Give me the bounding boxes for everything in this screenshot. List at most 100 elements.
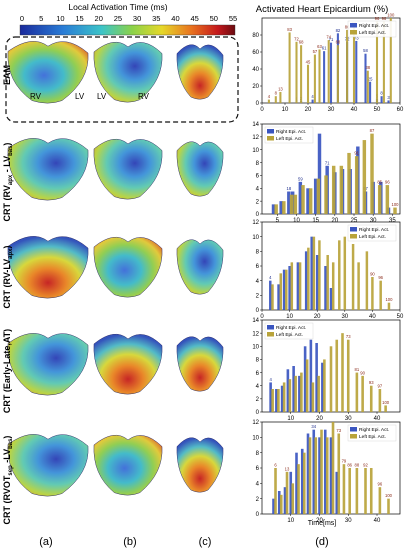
bar-left-epi (301, 185, 305, 214)
y-tick-label: 2 (256, 294, 260, 300)
panel-label-a: (a) (39, 536, 52, 548)
colorbar-tick-label: 20 (95, 14, 103, 23)
bar-right-epi (364, 53, 367, 103)
colorbar-tick-labels: 0 5 10 15 20 25 30 35 40 45 50 55 (20, 14, 237, 23)
chart-2: 0246810121451015202530351859716791878596… (252, 122, 401, 224)
bar-left-epi (354, 156, 359, 214)
legend-swatch (350, 30, 357, 35)
row-label: CRT (RV-LVapx) (2, 245, 14, 308)
bar-value-label: 82 (336, 28, 341, 33)
bar-left-epi (274, 204, 278, 214)
bar-right-epi (306, 188, 310, 214)
legend-box (347, 20, 397, 38)
bar-left-epi (279, 494, 283, 514)
y-tick-label: 4 (256, 186, 260, 192)
bar-left-epi (347, 152, 351, 214)
bar-left-epi (336, 45, 339, 103)
colorbar-tick-label: 55 (229, 14, 237, 23)
bar-left-epi (318, 240, 321, 310)
colorbar-tick-label: 10 (56, 14, 64, 23)
colorbar-tick-label: 30 (133, 14, 141, 23)
heart-surface (176, 141, 224, 197)
bar-left-epi (293, 194, 298, 214)
x-tick-label: 25 (351, 218, 358, 224)
x-tick-label: 20 (316, 518, 323, 524)
legend-box (347, 224, 397, 242)
bar-value-label: 13 (285, 466, 290, 471)
bar-left-epi (314, 437, 318, 514)
row-label-part: apx (8, 174, 14, 185)
row-label: CRT (RVapx - LVbas) (2, 143, 14, 222)
heart-surface (176, 336, 224, 392)
eam-view-labels: RV LV LV RV (30, 92, 150, 101)
panel-label-b: (b) (123, 536, 136, 548)
row-label: CRT (Early-Late,AT) (2, 329, 12, 413)
colorbar-gradient (19, 24, 236, 36)
x-axis-label: Time[ms] (308, 520, 337, 527)
bar-left-epi (375, 21, 379, 103)
legend-label: Right Epi. Act. (276, 325, 306, 331)
heart-surface (7, 333, 89, 396)
bar-left-epi (302, 452, 306, 514)
row-label-part: EAM (2, 65, 12, 85)
heart-surface (93, 41, 163, 103)
bar-value-label: 100 (387, 13, 395, 18)
row-label-part: CRT (RVOT (2, 475, 12, 524)
bar-charts: 0204060800102030405060124617182727358255… (252, 13, 404, 525)
row-label-part: -LV (2, 449, 12, 465)
bar-right-epi (292, 366, 295, 412)
x-tick-label: 30 (345, 416, 352, 422)
bar-left-epi (385, 185, 390, 214)
bar-value-label: 91 (354, 151, 359, 156)
colorbar-tick-label: 5 (39, 14, 43, 23)
chart-1: 0204060800102030405060124617182727358255… (252, 13, 404, 114)
bar-value-label: 86 (347, 463, 352, 468)
heart-surface (93, 138, 163, 200)
bar-left-epi (352, 26, 356, 103)
bar-value-label: 96 (378, 275, 383, 280)
bar-value-label: 57 (313, 49, 318, 54)
bar-value-label: 96 (382, 16, 387, 21)
y-tick-label: 4 (256, 384, 260, 390)
heart-surface (7, 434, 89, 497)
bar-left-epi (318, 49, 321, 103)
row-label-part: CRT (Early-Late,AT) (2, 329, 12, 413)
panel-labels: (a) (b) (c) (d) (39, 536, 328, 548)
bar-left-epi (364, 468, 367, 514)
x-tick-label: 10 (287, 416, 294, 422)
y-tick-label: 0 (256, 410, 260, 416)
legend-label: Right Epi. Act. (276, 129, 306, 135)
bar-right-epi (272, 498, 275, 514)
bar-right-epi (269, 382, 272, 412)
heart-surface (7, 41, 89, 104)
legend-box (264, 322, 314, 340)
eam-label-rv-2: RV (138, 92, 150, 101)
legend-box (347, 424, 397, 442)
y-tick-label: 0 (256, 308, 260, 314)
row-label-part: ) (2, 143, 12, 146)
bar-right-epi (298, 375, 301, 412)
bar-value-label: 79 (342, 459, 347, 464)
bar-value-label: 13 (278, 86, 283, 91)
heart-surface (176, 437, 224, 493)
bar-value-label: 90 (370, 272, 375, 277)
colorbar-tick-label: 0 (20, 14, 24, 23)
bar-right-epi (283, 487, 287, 514)
bar-left-epi (351, 244, 355, 310)
legend-label: Left Epi. Act. (276, 332, 303, 338)
bar-value-label: 83 (287, 27, 292, 32)
x-tick-label: 50 (374, 107, 381, 113)
bar-right-epi (303, 346, 307, 412)
bar-left-epi (308, 188, 313, 214)
bar-left-epi (348, 468, 351, 514)
bar-right-epi (315, 343, 318, 412)
row-label-part: apx (8, 248, 14, 259)
legend-box (264, 126, 314, 144)
bar-right-epi (295, 452, 298, 514)
bar-left-epi (326, 255, 329, 310)
bar-value-label: 59 (298, 176, 303, 181)
heart-surface (7, 236, 89, 299)
eam-dashed-box (5, 36, 239, 123)
bar-value-label: 86 (345, 24, 350, 29)
